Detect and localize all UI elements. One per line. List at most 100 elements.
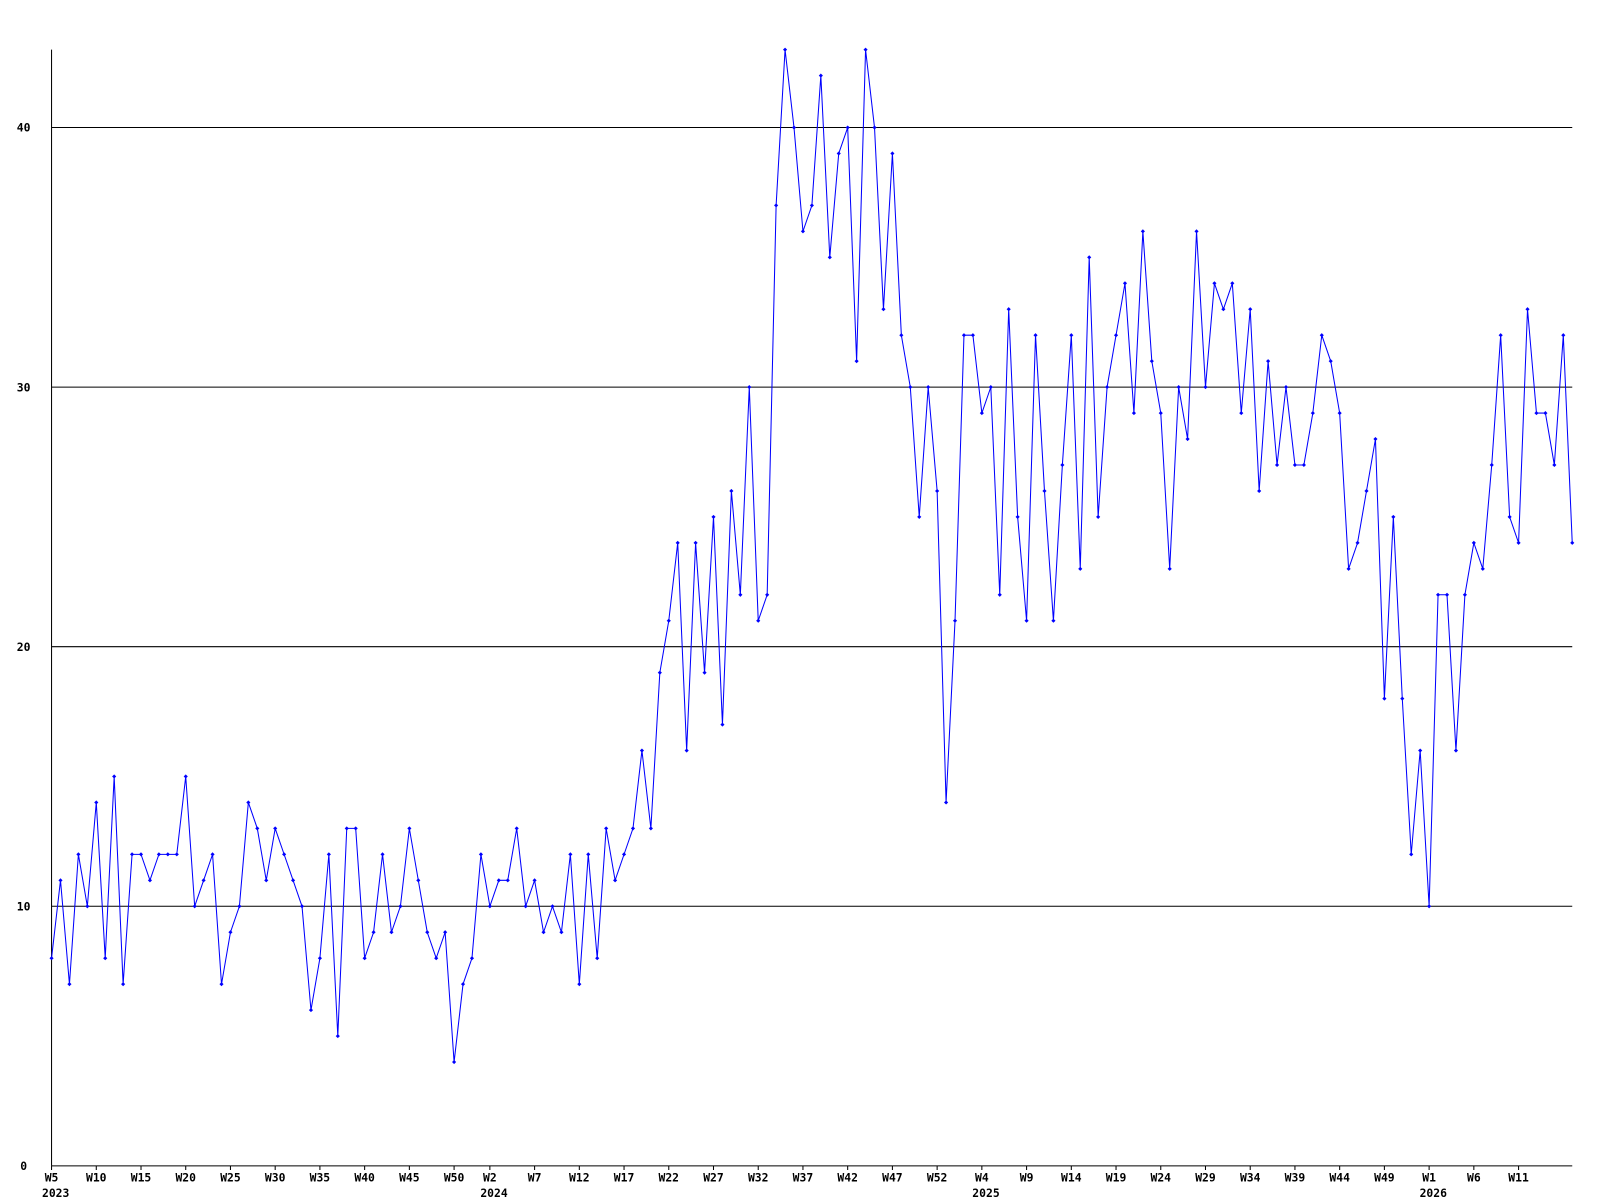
data-point <box>1006 307 1011 312</box>
data-point <box>514 826 519 831</box>
data-point <box>756 618 761 623</box>
data-point <box>362 956 367 961</box>
data-point <box>693 540 698 545</box>
data-point <box>219 982 224 987</box>
x-tick-label: W17 <box>614 1170 635 1184</box>
data-point <box>1355 540 1360 545</box>
data-point <box>1158 411 1163 416</box>
data-point <box>1310 411 1315 416</box>
data-point <box>1391 514 1396 519</box>
data-point <box>1212 281 1217 286</box>
data-point <box>76 852 81 857</box>
year-label: 2026 <box>1420 1186 1448 1200</box>
data-point <box>1561 333 1566 338</box>
data-point <box>1453 748 1459 753</box>
data-point <box>416 878 421 883</box>
data-point <box>165 852 170 857</box>
data-point <box>147 878 153 883</box>
data-point <box>183 774 188 779</box>
data-point <box>1069 333 1074 338</box>
data-point <box>103 956 108 961</box>
data-point <box>1015 514 1020 519</box>
x-tick-label: W27 <box>703 1170 724 1184</box>
data-point <box>407 826 412 831</box>
data-point <box>389 930 394 935</box>
data-point <box>1230 281 1235 286</box>
x-tick-label: W49 <box>1374 1170 1395 1184</box>
data-point <box>836 151 841 156</box>
x-tick-label: W25 <box>220 1170 241 1184</box>
data-point <box>299 904 305 909</box>
data-point <box>1257 488 1262 494</box>
data-point <box>577 982 582 987</box>
x-tick-label: W19 <box>1106 1170 1127 1184</box>
data-point <box>586 852 591 857</box>
x-tick-label: W22 <box>659 1170 680 1184</box>
data-point <box>729 488 734 494</box>
data-point <box>94 800 99 805</box>
data-point <box>1364 488 1369 494</box>
data-point <box>782 47 788 52</box>
year-label: 2024 <box>480 1186 508 1200</box>
data-point <box>621 852 627 857</box>
data-point <box>434 956 439 961</box>
data-point <box>720 722 725 727</box>
data-point <box>282 852 287 857</box>
data-point <box>1131 411 1136 416</box>
x-tick-label: W1 <box>1422 1170 1436 1184</box>
data-point <box>1239 411 1244 416</box>
data-point <box>1552 462 1557 468</box>
x-tick-label: W40 <box>354 1170 375 1184</box>
data-point <box>747 385 752 390</box>
data-point <box>121 982 126 987</box>
x-tick-label: W2 <box>483 1170 497 1184</box>
x-tick-label: W47 <box>882 1170 903 1184</box>
data-point <box>550 904 555 909</box>
data-point <box>890 151 895 156</box>
data-point <box>935 488 940 494</box>
data-point <box>800 229 806 234</box>
data-point <box>1266 359 1271 364</box>
x-tick-label: W50 <box>444 1170 465 1184</box>
x-tick-label: W5 <box>45 1170 59 1184</box>
data-point <box>532 878 537 883</box>
x-tick-label: W35 <box>310 1170 331 1184</box>
data-point <box>1167 566 1172 571</box>
y-tick-label: 10 <box>17 899 31 913</box>
data-point <box>1176 385 1181 390</box>
x-tick-label: W9 <box>1020 1170 1034 1184</box>
data-point <box>58 878 63 883</box>
data-point <box>997 592 1002 597</box>
data-point <box>273 826 278 831</box>
data-point <box>1033 333 1038 338</box>
data-point <box>1248 307 1253 312</box>
x-tick-label: W32 <box>748 1170 769 1184</box>
x-tick-label: W52 <box>927 1170 948 1184</box>
data-point <box>1480 566 1485 571</box>
data-point <box>657 670 662 675</box>
data-point <box>67 982 72 987</box>
data-point <box>237 904 242 909</box>
data-point <box>1525 307 1530 312</box>
data-point <box>1283 385 1289 390</box>
data-point <box>944 800 949 805</box>
data-point <box>460 982 466 987</box>
data-point <box>970 333 975 338</box>
data-point <box>1427 904 1432 909</box>
data-point <box>1060 462 1065 468</box>
data-point <box>559 930 564 935</box>
data-point <box>1489 462 1494 468</box>
data-point <box>1444 592 1450 597</box>
x-tick-label: W30 <box>265 1170 286 1184</box>
data-point <box>371 930 376 935</box>
data-point <box>1194 229 1199 234</box>
data-point <box>308 1008 314 1013</box>
data-point <box>1516 540 1521 545</box>
data-point <box>666 618 671 623</box>
data-point <box>1292 462 1298 468</box>
data-point <box>1221 307 1226 312</box>
data-point <box>1543 411 1548 416</box>
data-point <box>988 385 993 390</box>
data-point <box>1328 359 1333 364</box>
